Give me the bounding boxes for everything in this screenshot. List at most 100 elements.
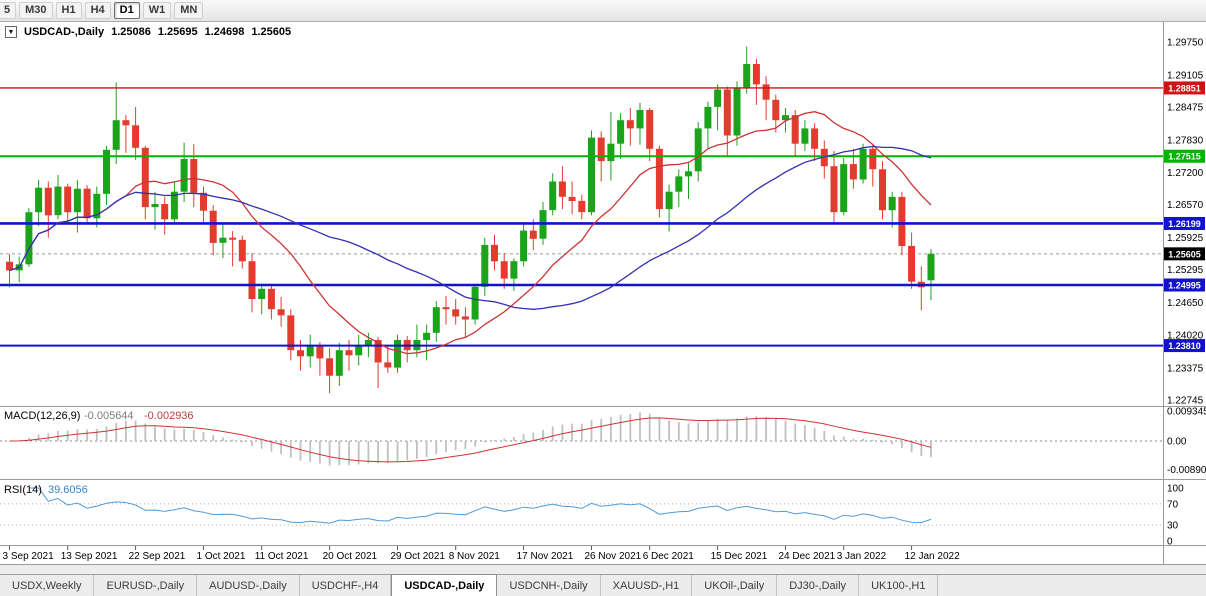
indicator-collapse-button[interactable]: ▼ (5, 26, 17, 38)
candle-body (335, 350, 343, 376)
candle-body (423, 332, 431, 340)
candle-body (520, 230, 528, 262)
candle-body (888, 196, 896, 211)
candle-body (374, 340, 382, 363)
chart-tab-uk100-h1[interactable]: UK100-,H1 (859, 575, 939, 596)
candle-body (879, 169, 886, 211)
chart-ohlc-header: ▼ USDCAD-,Daily 1.25086 1.25695 1.24698 … (5, 26, 291, 38)
date-tick-label: 3 Jan 2022 (837, 551, 887, 562)
timeframe-button-w1[interactable]: W1 (142, 2, 172, 19)
candle-body (277, 309, 285, 316)
date-tick-label: 12 Jan 2022 (905, 551, 960, 562)
level-price-badge (1164, 149, 1205, 163)
macd-axis-tick-label: 0.00 (1167, 437, 1187, 448)
timeframe-button-h1[interactable]: H1 (55, 2, 82, 19)
candle-body (229, 237, 237, 240)
candle-body (452, 309, 460, 317)
candle-body (297, 350, 304, 357)
macd-main-value: -0.005644 (84, 410, 134, 422)
candle-body (801, 128, 809, 144)
candle-body (6, 261, 13, 271)
rsi-panel: 100 70 30 0 (0, 484, 1184, 548)
chart-tab-ukoil-daily[interactable]: UKOil-,Daily (692, 575, 778, 596)
candle-body (306, 345, 314, 357)
chart-symbol-period: USDCAD-,Daily (24, 26, 105, 38)
chart-tab-eurusd-daily[interactable]: EURUSD-,Daily (94, 575, 198, 596)
candle-body (869, 148, 877, 170)
date-tick-label: 29 Oct 2021 (391, 551, 446, 562)
level-price-badge-label: 1.26199 (1168, 219, 1201, 229)
price-tick-label: 1.26570 (1167, 200, 1204, 211)
current-price-badge (1164, 247, 1205, 261)
date-tick-label: 1 Oct 2021 (197, 551, 246, 562)
macd-axis-tick-label: -0.008905 (1167, 465, 1206, 476)
candle-body (355, 345, 363, 356)
candle-body (646, 110, 654, 149)
timeframe-button-h4[interactable]: H4 (84, 2, 111, 19)
candle-body (64, 186, 72, 213)
candle-body (180, 159, 188, 192)
date-tick-label: 17 Nov 2021 (517, 551, 574, 562)
candle-body (772, 99, 780, 121)
candle-body (93, 193, 101, 219)
date-tick-label: 11 Oct 2021 (255, 551, 309, 562)
candle-body (723, 89, 731, 136)
macd-signal-value: -0.002936 (144, 410, 194, 422)
chart-canvas[interactable]: 1.28851 1.27515 1.26199 1.24995 1.23810 1.256… (0, 22, 1206, 565)
candle-body (151, 204, 159, 208)
timeframe-button-5[interactable]: 5 (0, 2, 17, 19)
candle-body (607, 143, 615, 162)
current-price-badge-label: 1.25605 (1168, 249, 1201, 259)
timeframe-button-mn[interactable]: MN (174, 2, 204, 19)
date-tick-label: 13 Sep 2021 (61, 551, 118, 562)
chart-tab-xauusd-h1[interactable]: XAUUSD-,H1 (600, 575, 693, 596)
candle-body (161, 204, 169, 220)
candle-body (558, 181, 566, 197)
level-price-badge (1164, 216, 1205, 230)
timeframe-button-m30[interactable]: M30 (19, 2, 53, 19)
date-tick-label: 3 Sep 2021 (3, 551, 55, 562)
price-tick-label: 1.24650 (1167, 298, 1204, 309)
candle-body (491, 244, 498, 262)
candle-body (141, 147, 149, 208)
chart-tab-usdchf-h4[interactable]: USDCHF-,H4 (299, 575, 392, 596)
price-tick-label: 1.23375 (1167, 363, 1204, 374)
candle-body (190, 159, 198, 193)
timeframe-button-d1[interactable]: D1 (113, 2, 140, 19)
candle-body (830, 166, 838, 213)
date-tick-label: 22 Sep 2021 (129, 551, 186, 562)
candle-body (112, 120, 120, 150)
main-price-panel: 1.28851 1.27515 1.26199 1.24995 1.23810 1.256… (0, 38, 1205, 407)
rsi-line (28, 487, 932, 524)
candle-body (287, 315, 295, 351)
candle-body (549, 181, 557, 211)
chart-tab-audusd-daily[interactable]: AUDUSD-,Daily (197, 575, 300, 596)
chart-tab-usdx-weekly[interactable]: USDX,Weekly (0, 575, 95, 596)
rsi-axis-tick-label: 30 (1167, 521, 1179, 532)
chart-tab-dj30-daily[interactable]: DJ30-,Daily (777, 575, 860, 596)
candle-body (471, 286, 479, 320)
price-tick-label: 1.25295 (1167, 265, 1204, 276)
price-tick-label: 1.29105 (1167, 71, 1204, 82)
candle-body (238, 239, 246, 262)
price-tick-label: 1.27830 (1167, 136, 1204, 147)
timeframe-toolbar: 5 M30 H1 H4 D1 W1 MN (0, 0, 1206, 22)
candle-body (568, 196, 576, 201)
macd-indicator-label: MACD(12,26,9) (4, 410, 80, 422)
chart-tab-usdcnh-daily[interactable]: USDCNH-,Daily (497, 575, 601, 596)
candle-body (83, 188, 91, 219)
date-tick-label: 8 Nov 2021 (449, 551, 501, 562)
candle-body (258, 288, 266, 299)
candle-body (840, 164, 848, 213)
price-tick-label: 1.25925 (1167, 233, 1204, 244)
candle-body (316, 345, 324, 359)
candle-body (791, 115, 799, 144)
candle-body (442, 307, 450, 310)
rsi-value: 39.6056 (48, 484, 88, 496)
chart-tab-usdcad-daily[interactable]: USDCAD-,Daily (391, 574, 498, 596)
candle-body (762, 84, 770, 100)
candle-body (481, 244, 489, 287)
level-price-badge-label: 1.24995 (1168, 281, 1201, 291)
price-tick-label: 1.27200 (1167, 168, 1204, 179)
candle-body (461, 316, 469, 320)
